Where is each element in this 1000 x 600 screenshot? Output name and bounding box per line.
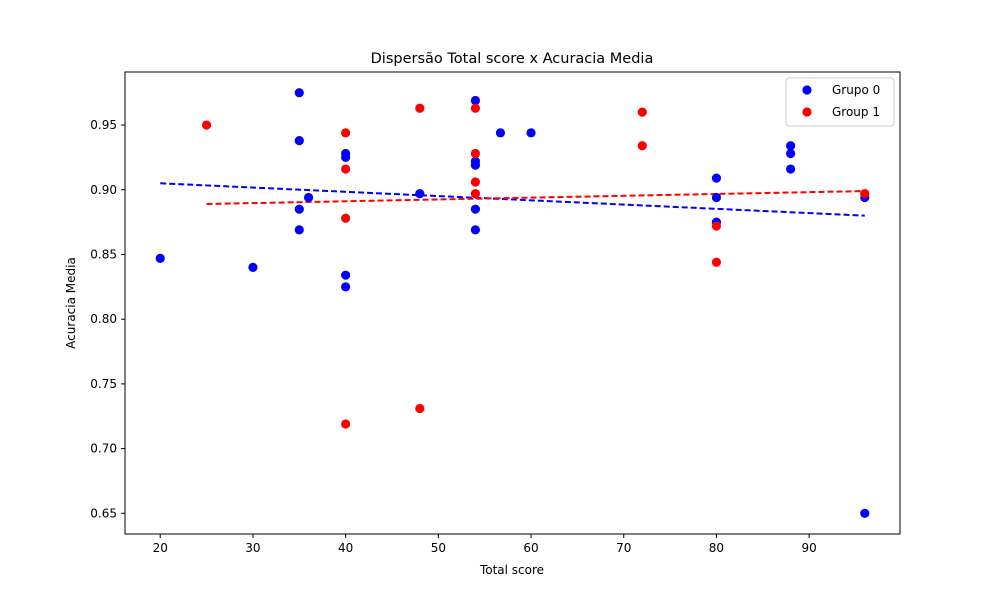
point-series-0: [341, 270, 351, 280]
x-axis: 20 30 40 50 60 70 80 90: [153, 534, 817, 555]
point-series-0: [711, 173, 722, 183]
point-series-0: [860, 508, 870, 518]
point-series-0: [341, 152, 351, 163]
y-tick-label: 0.90: [90, 183, 117, 197]
point-series-1: [711, 221, 722, 231]
point-series-1: [470, 189, 481, 199]
point-series-1: [637, 141, 647, 151]
trend-line-series-0: [160, 182, 865, 217]
x-tick-label: 90: [802, 541, 817, 555]
point-series-1: [415, 403, 425, 414]
point-series-0: [415, 189, 425, 199]
point-series-0: [470, 160, 481, 170]
x-tick-label: 70: [616, 541, 631, 555]
y-tick-label: 0.85: [90, 247, 117, 261]
x-tick-label: 80: [709, 541, 724, 555]
y-tick-label: 0.70: [90, 442, 117, 456]
y-axis-label: Acuracia Media: [64, 257, 78, 349]
point-series-1: [860, 189, 870, 199]
legend-marker: [802, 85, 812, 95]
point-series-0: [341, 282, 351, 292]
point-series-0: [526, 128, 536, 138]
data-points: [155, 88, 870, 518]
point-series-1: [201, 120, 212, 130]
point-series-0: [786, 164, 796, 174]
point-series-0: [294, 225, 304, 235]
x-tick-label: 60: [523, 541, 538, 555]
point-series-0: [495, 128, 506, 138]
point-series-1: [341, 213, 351, 223]
point-series-0: [711, 192, 722, 203]
y-tick-label: 0.80: [90, 312, 117, 326]
legend: Grupo 0 Group 1: [785, 77, 895, 127]
y-tick-label: 0.95: [90, 118, 117, 132]
legend-marker: [802, 107, 812, 117]
point-series-1: [341, 128, 351, 138]
y-tick-label: 0.75: [90, 377, 117, 391]
x-tick-label: 30: [245, 541, 260, 555]
x-axis-label: Total score: [479, 563, 544, 577]
trend-line-series-1: [206, 190, 865, 205]
point-series-0: [470, 225, 481, 235]
point-series-1: [470, 177, 481, 187]
point-series-1: [415, 103, 425, 113]
point-series-1: [341, 164, 351, 174]
x-tick-label: 20: [153, 541, 168, 555]
point-series-1: [470, 148, 481, 159]
point-series-0: [470, 204, 481, 214]
plot-area: [124, 71, 901, 535]
point-series-0: [786, 148, 796, 159]
legend-label: Grupo 0: [832, 83, 880, 97]
point-series-1: [341, 419, 351, 429]
point-series-0: [294, 135, 304, 146]
trend-lines: [160, 182, 865, 217]
point-series-0: [470, 95, 481, 106]
chart-title: Dispersão Total score x Acuracia Media: [371, 51, 654, 67]
point-series-0: [294, 204, 304, 214]
point-series-0: [155, 253, 165, 263]
point-series-1: [711, 257, 722, 267]
legend-box: [785, 77, 895, 127]
point-series-0: [248, 262, 258, 273]
point-series-1: [470, 103, 481, 113]
point-series-0: [786, 141, 796, 151]
point-series-0: [294, 88, 304, 98]
point-series-0: [303, 192, 314, 203]
legend-label: Group 1: [832, 105, 880, 119]
y-axis: 0.65 0.70 0.75 0.80 0.85 0.90 0.95: [90, 118, 125, 520]
point-series-1: [637, 107, 647, 117]
x-tick-label: 50: [431, 541, 446, 555]
x-tick-label: 40: [338, 541, 353, 555]
y-tick-label: 0.65: [90, 506, 117, 520]
